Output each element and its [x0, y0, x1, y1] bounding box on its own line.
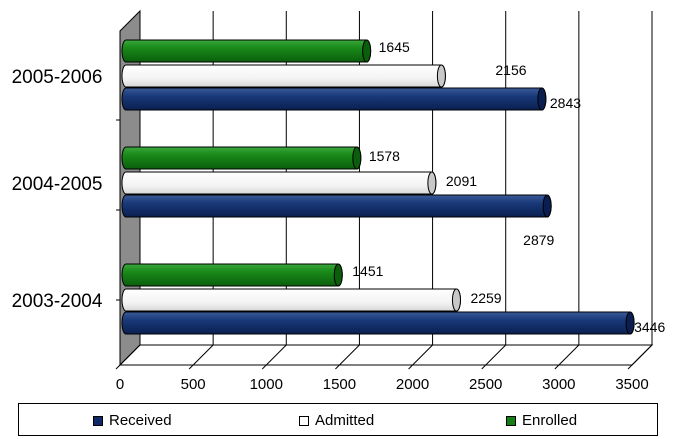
x-tick-label-3500: 3500: [615, 376, 648, 393]
x-tick-mark: [115, 364, 121, 370]
data-label-enrolled-2005-2006: 1645: [379, 39, 410, 55]
floor-gridline: [339, 344, 360, 366]
data-label-admitted-2003-2004: 2259: [470, 290, 501, 306]
x-tick-mark: [188, 364, 194, 370]
x-tick-label-2500: 2500: [469, 376, 502, 393]
data-labels: 3446 2259 1451 2879 2091 1578 2843 2156 1645: [352, 39, 665, 335]
bar-body: [121, 146, 362, 170]
bar-enrolled-2005-2006: [121, 39, 372, 63]
data-label-enrolled-2004-2005: 1578: [369, 148, 400, 164]
bar-body: [121, 263, 343, 287]
floor-gridline: [265, 344, 287, 366]
floor-gridline: [119, 344, 141, 366]
data-label-admitted-2005-2006: 2156: [495, 62, 526, 78]
x-tick-mark: [627, 364, 633, 370]
bar-end-cap: [362, 39, 372, 63]
floor-gridline: [485, 344, 507, 366]
x-tick-label-0: 0: [116, 376, 124, 393]
bar-body: [121, 171, 437, 195]
x-tick-label-1000: 1000: [250, 376, 283, 393]
bar-admitted-2005-2006: [121, 64, 446, 88]
x-tick-mark: [554, 364, 560, 370]
bar-end-cap: [625, 311, 635, 335]
bar-body: [121, 288, 461, 312]
bar-end-cap: [451, 288, 461, 312]
floor-gridline: [192, 344, 214, 366]
bar-body: [121, 39, 372, 63]
x-axis-ticks: 0 500 1000 1500 2000 2500 3000 3500: [115, 364, 649, 393]
bar-end-cap: [436, 64, 446, 88]
legend-item-admitted: Admitted: [299, 412, 374, 429]
category-labels: 2003-2004 2004-2005 2005-2006: [12, 67, 103, 312]
bars-layer: [121, 39, 635, 335]
bar-body: [121, 194, 552, 218]
legend: Received Admitted Enrolled: [18, 403, 658, 436]
legend-swatch-admitted: [299, 415, 309, 426]
x-tick-mark: [408, 364, 413, 370]
legend-swatch-received: [93, 415, 103, 426]
bar-end-cap: [427, 171, 437, 195]
legend-label-enrolled: Enrolled: [522, 412, 578, 429]
bar-enrolled-2004-2005: [121, 146, 362, 170]
data-label-received-2005-2006: 2843: [550, 95, 581, 111]
floor-gridline: [631, 344, 653, 366]
bar-end-cap: [352, 146, 362, 170]
x-tick-label-2000: 2000: [396, 376, 429, 393]
legend-label-admitted: Admitted: [315, 412, 375, 429]
bar-body: [121, 311, 635, 335]
x-tick-label-1500: 1500: [323, 376, 356, 393]
legend-item-received: Received: [93, 412, 172, 429]
floor-gridline: [412, 344, 433, 366]
floor-gridline: [558, 344, 580, 366]
bar-body: [121, 87, 547, 111]
x-tick-mark: [481, 364, 487, 370]
bar-end-cap: [537, 87, 547, 111]
category-label-2004-2005: 2004-2005: [12, 174, 103, 195]
bar-admitted-2003-2004: [121, 288, 461, 312]
legend-label-received: Received: [109, 412, 172, 429]
bar-enrolled-2003-2004: [121, 263, 343, 287]
legend-swatch-enrolled: [506, 415, 516, 426]
bar-admitted-2004-2005: [121, 171, 437, 195]
bar-received-2003-2004: [121, 311, 635, 335]
data-label-admitted-2004-2005: 2091: [446, 173, 477, 189]
data-label-received-2003-2004: 3446: [634, 319, 665, 335]
data-label-enrolled-2003-2004: 1451: [352, 263, 383, 279]
data-label-received-2004-2005: 2879: [523, 232, 554, 248]
bar-end-cap: [542, 194, 552, 218]
floor: [118, 344, 654, 366]
bar-received-2005-2006: [121, 87, 547, 111]
x-tick-mark: [335, 364, 340, 370]
bar-end-cap: [333, 263, 343, 287]
bar-received-2004-2005: [121, 194, 552, 218]
x-tick-mark: [261, 364, 267, 370]
legend-item-enrolled: Enrolled: [506, 412, 577, 429]
x-tick-label-500: 500: [181, 376, 206, 393]
x-tick-label-3000: 3000: [542, 376, 575, 393]
category-label-2003-2004: 2003-2004: [12, 291, 103, 312]
bar-body: [121, 64, 446, 88]
category-label-2005-2006: 2005-2006: [12, 67, 103, 88]
